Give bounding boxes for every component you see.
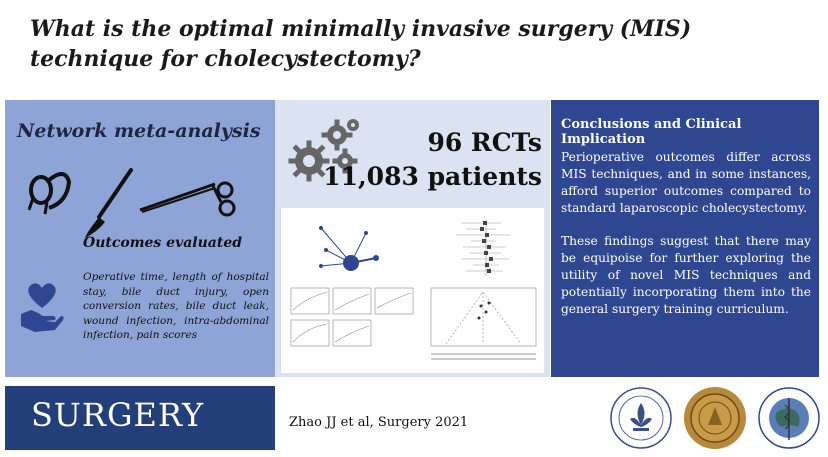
- conclusions-heading: Conclusions and Clinical Implication: [561, 117, 742, 147]
- society-logo-1: [610, 387, 672, 449]
- conclusion-paragraph-1: Perioperative outcomes differ across MIS…: [561, 150, 811, 215]
- heart-in-hand-icon: [21, 283, 64, 332]
- page-title: What is the optimal minimally invasive s…: [30, 16, 692, 72]
- network-plot-thumbnail: [319, 226, 379, 271]
- analysis-figures-thumbnail: [281, 208, 544, 373]
- society-logo-3: [758, 387, 820, 449]
- rct-count: 96 RCTs: [427, 128, 542, 157]
- network-meta-analysis-panel: Network meta-analysis Outcomes evaluated…: [5, 100, 275, 377]
- outcomes-list: Operative time, length of hospital stay,…: [83, 271, 269, 341]
- outcomes-heading: Outcomes evaluated: [83, 235, 243, 251]
- study-summary-panel: 96 RCTs 11,083 patients: [275, 100, 550, 377]
- society-logo-2: [684, 387, 746, 449]
- conclusion-paragraph-2: These findings suggest that there may be…: [561, 234, 811, 316]
- nma-heading: Network meta-analysis: [17, 120, 261, 142]
- rank-curves-thumbnail: [290, 287, 414, 347]
- journal-name: SURGERY: [31, 396, 205, 434]
- conclusions-panel: Conclusions and Clinical Implication Per…: [551, 100, 819, 377]
- journal-banner: SURGERY: [5, 386, 275, 450]
- citation: Zhao JJ et al, Surgery 2021: [289, 415, 469, 430]
- patient-count: 11,083 patients: [323, 162, 542, 191]
- gears-icon: [288, 119, 359, 182]
- funnel-plot-thumbnail: [430, 287, 537, 347]
- surgical-instruments-icon: [27, 168, 236, 238]
